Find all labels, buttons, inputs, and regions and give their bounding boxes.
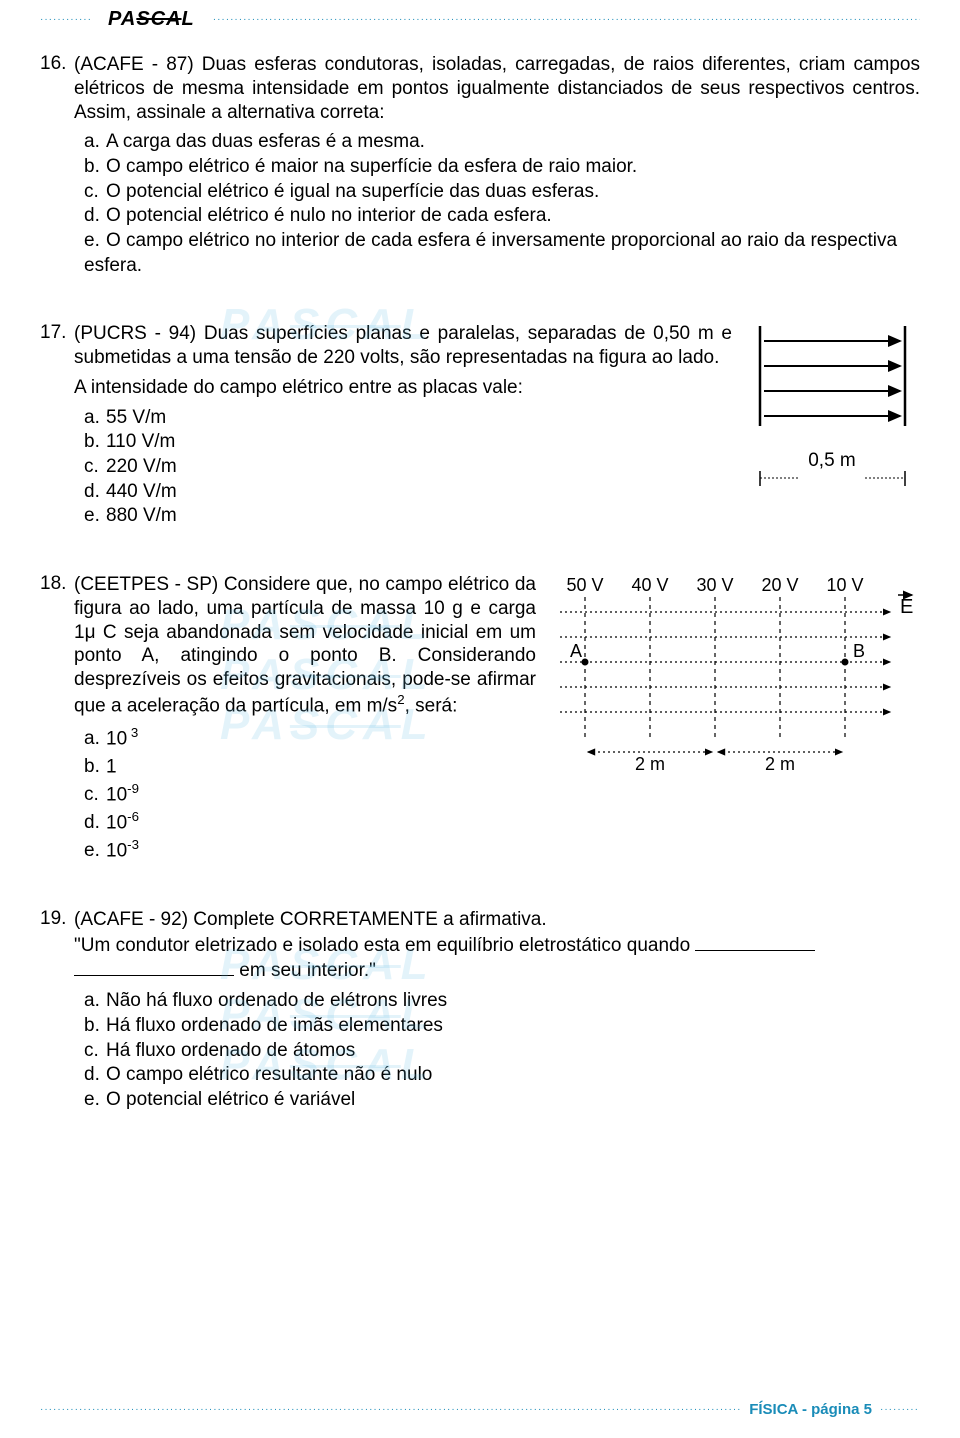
option-a: a.A carga das duas esferas é a mesma. [84,130,920,155]
question-stem: (ACAFE - 87) Duas esferas condutoras, is… [74,53,920,124]
option-b: b.110 V/m [84,430,732,455]
option-b: b.Há fluxo ordenado de imãs elementares [84,1014,920,1039]
question-stem: (PUCRS - 94) Duas superfícies planas e p… [74,322,732,370]
svg-text:2 m: 2 m [765,754,795,774]
question-17: 17. (PUCRS - 94) Duas superfícies planas… [40,322,920,529]
footer-dots: ········································… [40,1404,741,1415]
parallel-plates-svg: 0,5 m [750,326,920,506]
option-c: c.Há fluxo ordenado de átomos [84,1039,920,1064]
svg-text:20 V: 20 V [761,575,798,595]
figure-parallel-plates: 0,5 m [750,322,920,512]
svg-text:A: A [570,641,582,661]
question-16: 16. (ACAFE - 87) Duas esferas condutoras… [40,53,920,278]
option-b: b.O campo elétrico é maior na superfície… [84,155,920,180]
option-d: d.O potencial elétrico é nulo no interio… [84,204,920,229]
option-d: d.440 V/m [84,480,732,505]
svg-text:30 V: 30 V [696,575,733,595]
logo: PASCAL [108,8,195,31]
figure-equipotential: 50 V 40 V 30 V 20 V 10 V E [550,573,920,783]
dimension-label: 0,5 m [808,450,856,471]
question-stem: (ACAFE - 92) Complete CORRETAMENTE a afi… [74,908,920,983]
option-e: e.O potencial elétrico é variável [84,1088,920,1113]
question-18: 18. (CEETPES - SP) Considere que, no cam… [40,573,920,864]
option-c: c.10-9 [84,780,536,808]
option-c: c.220 V/m [84,455,732,480]
option-a: a.10 3 [84,724,536,752]
question-number: 19. [40,908,74,930]
svg-text:50 V: 50 V [566,575,603,595]
option-d: d.10-6 [84,808,536,836]
options-list: a.55 V/m b.110 V/m c.220 V/m d.440 V/m e… [74,406,732,529]
question-19: 19. (ACAFE - 92) Complete CORRETAMENTE a… [40,908,920,1113]
equipotential-svg: 50 V 40 V 30 V 20 V 10 V E [550,577,920,777]
footer-page-label: FÍSICA - página 5 [749,1401,872,1418]
page-footer: ········································… [40,1401,920,1418]
option-e: e.880 V/m [84,504,732,529]
question-stem: (CEETPES - SP) Considere que, no campo e… [74,573,536,718]
svg-text:10 V: 10 V [826,575,863,595]
question-number: 17. [40,322,74,344]
option-b: b.1 [84,752,536,780]
options-list: a.A carga das duas esferas é a mesma. b.… [74,130,920,278]
header-dots: ········································… [213,14,920,25]
svg-text:2 m: 2 m [635,754,665,774]
option-a: a.55 V/m [84,406,732,431]
question-number: 18. [40,573,74,595]
option-d: d.O campo elétrico resultante não é nulo [84,1063,920,1088]
svg-text:40 V: 40 V [631,575,668,595]
header-dots: ············ [40,14,100,25]
question-number: 16. [40,53,74,75]
option-c: c.O potencial elétrico é igual na superf… [84,180,920,205]
footer-dots: ·········· [880,1404,920,1415]
options-list: a.Não há fluxo ordenado de elétrons livr… [74,989,920,1112]
option-a: a.Não há fluxo ordenado de elétrons livr… [84,989,920,1014]
question-sub: A intensidade do campo elétrico entre as… [74,376,732,400]
option-e: e.O campo elétrico no interior de cada e… [84,229,920,278]
option-e: e.10-3 [84,836,536,864]
svg-text:B: B [853,641,865,661]
page-header: ············ PASCAL ····················… [40,0,920,35]
options-list: a.10 3 b.1 c.10-9 d.10-6 e.10-3 [74,724,536,864]
svg-text:E: E [900,596,913,618]
